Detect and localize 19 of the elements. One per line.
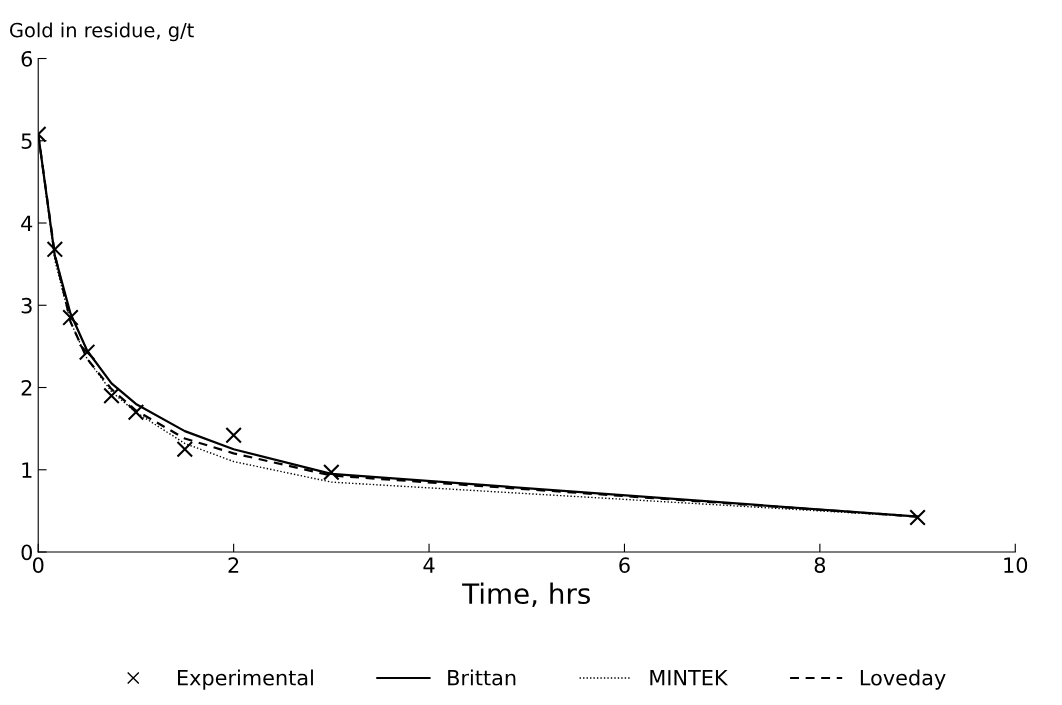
y-axis-title: Gold in residue, g/t <box>10 22 194 42</box>
legend-label: Loveday <box>860 669 946 690</box>
y-tick-label: 2 <box>21 379 32 396</box>
x-tick-label: 8 <box>814 557 826 573</box>
x-axis-title: Time, hrs <box>462 582 590 607</box>
x-tick-label: 6 <box>619 557 630 573</box>
y-tick-label: 5 <box>21 133 32 149</box>
x-tick-label: 2 <box>228 557 239 573</box>
x-tick-label: 0 <box>32 557 44 573</box>
y-tick-label: 6 <box>21 50 33 67</box>
legend-label: Brittan <box>448 669 516 686</box>
y-tick-label: 4 <box>21 215 33 231</box>
legend-label: MINTEK <box>650 670 729 686</box>
legend-label: Experimental <box>178 669 313 690</box>
x-tick-label: 10 <box>1004 557 1028 573</box>
x-tick-label: 4 <box>423 557 435 573</box>
y-tick-label: 0 <box>21 544 32 561</box>
y-tick-label: 3 <box>21 297 32 314</box>
y-tick-label: 1 <box>22 462 32 478</box>
